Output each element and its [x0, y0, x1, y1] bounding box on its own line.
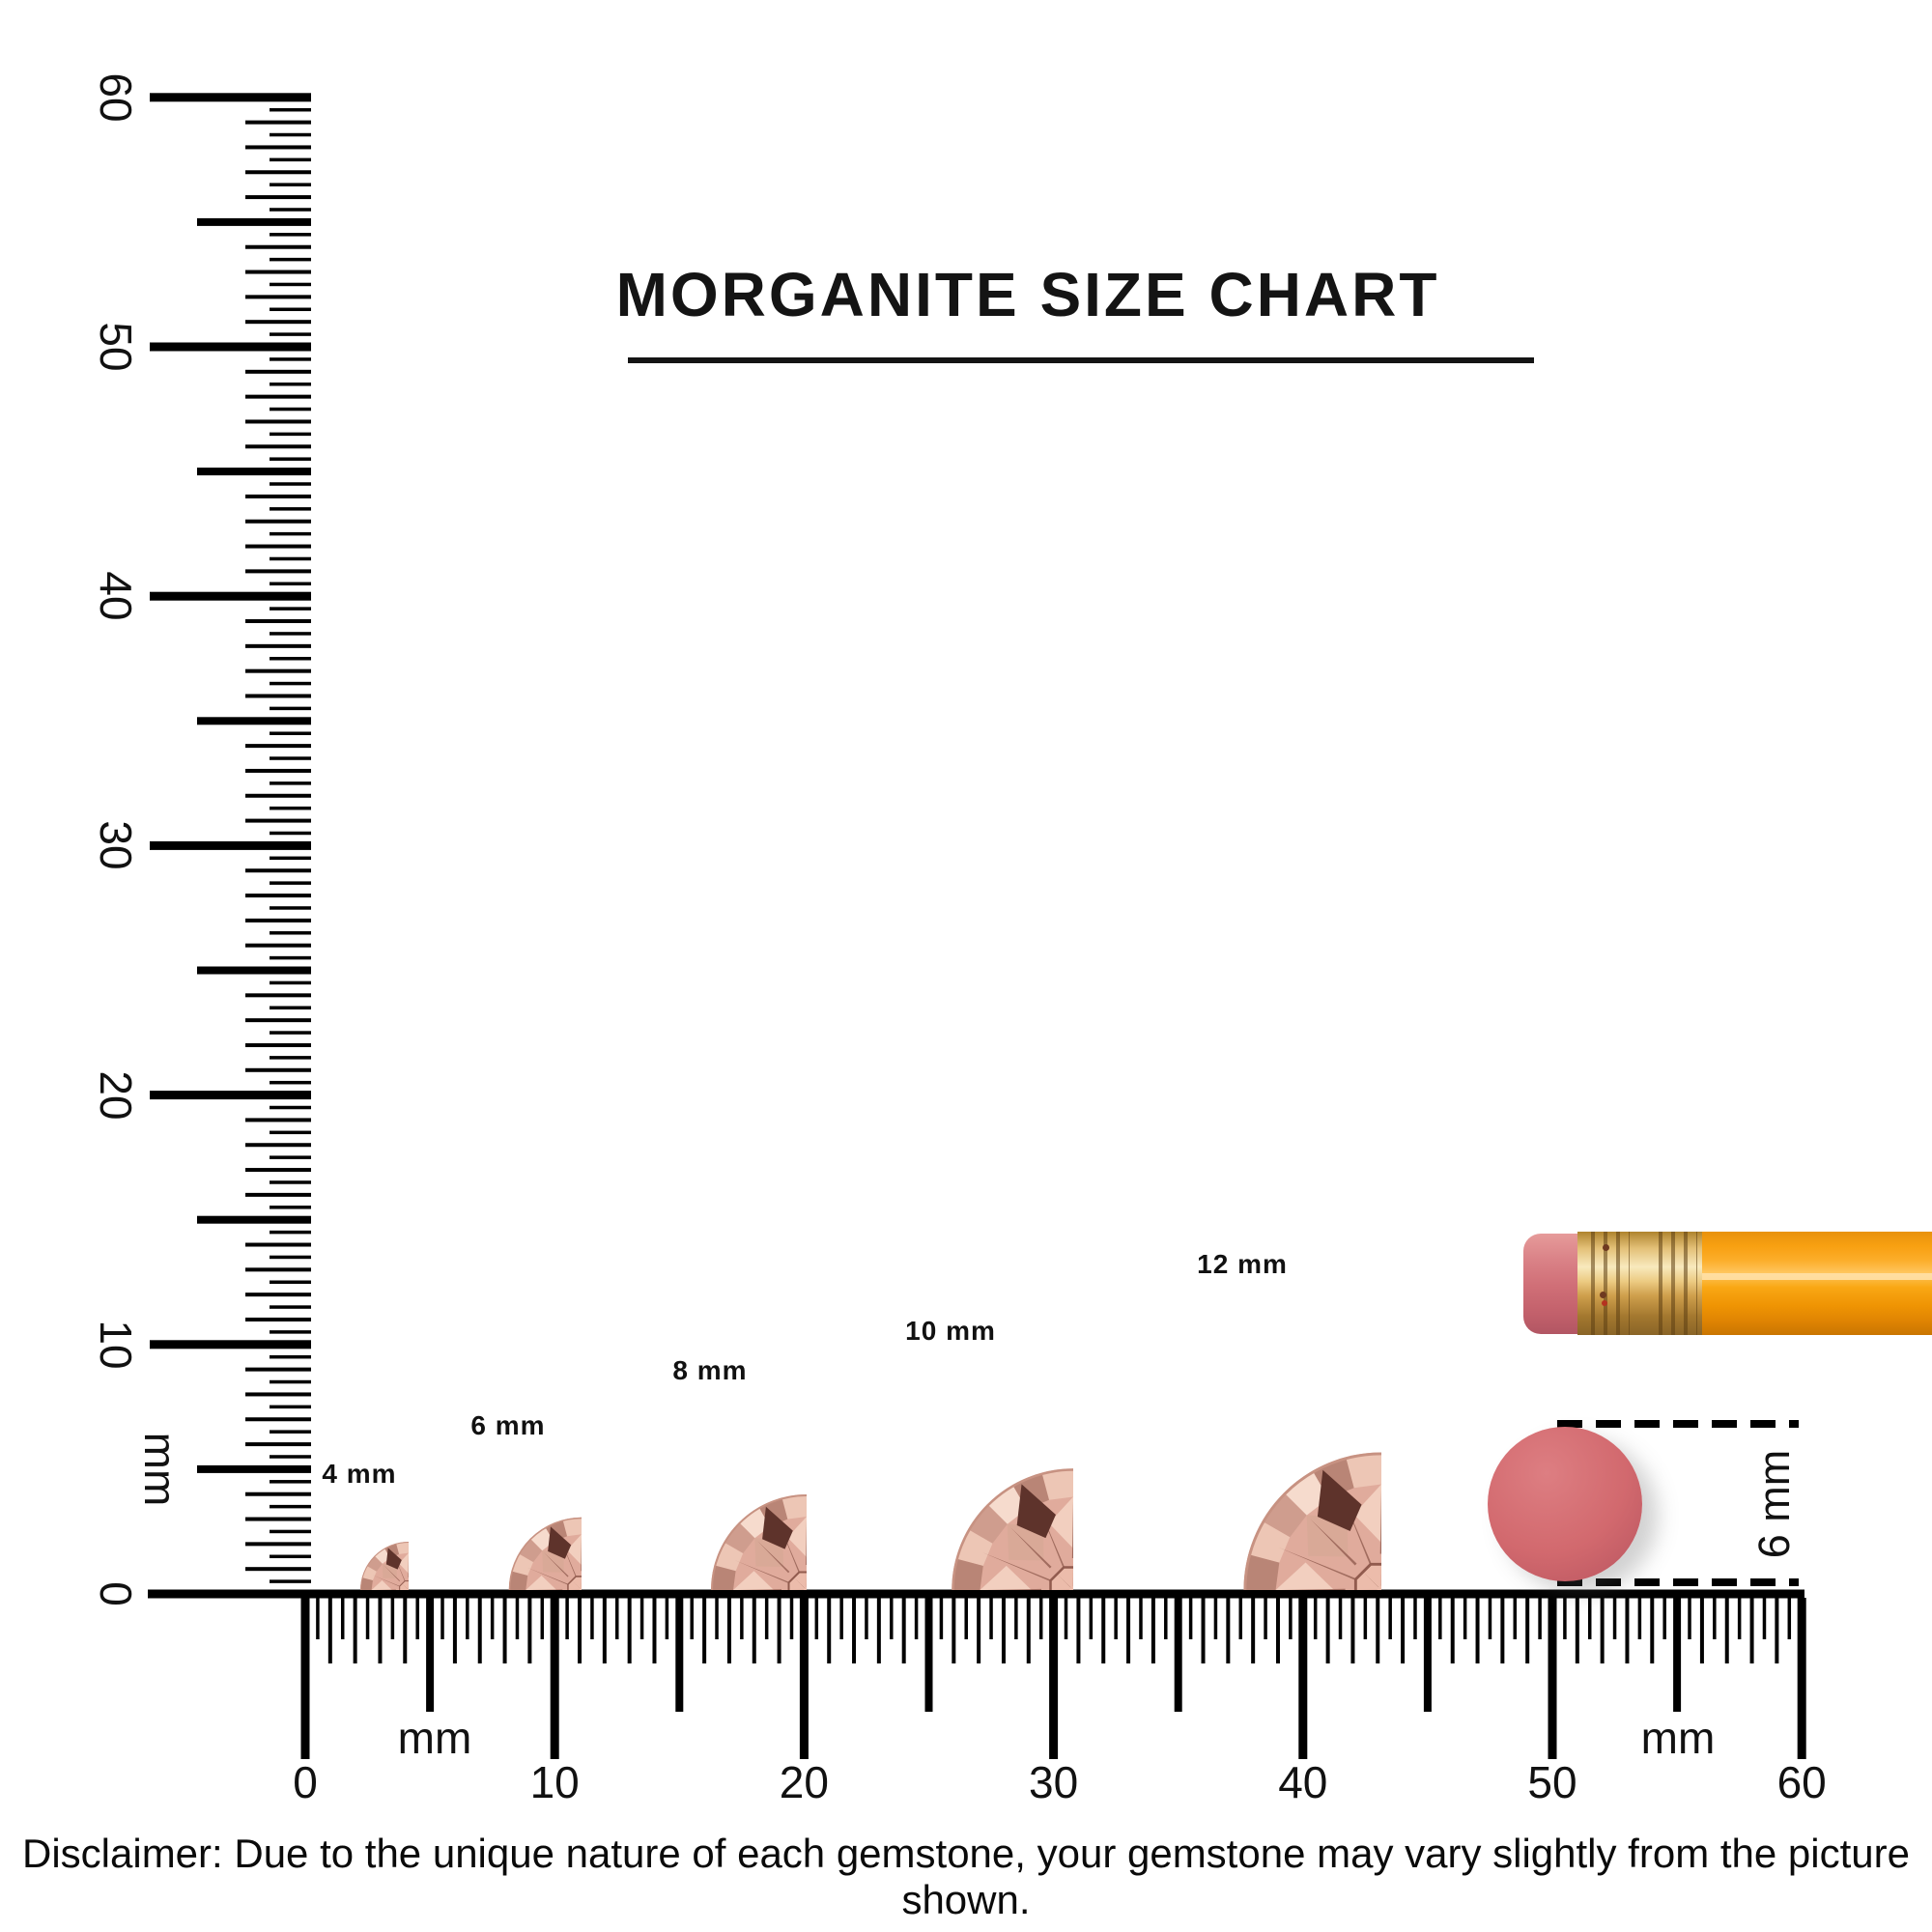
horizontal-ruler-unit-label-right: mm: [1640, 1713, 1716, 1763]
gemstone-8mm: [613, 1397, 807, 1590]
vertical-ruler-label-40: 40: [91, 571, 141, 621]
gemstone-12mm: [1103, 1312, 1381, 1590]
horizontal-ruler-label-0: 0: [293, 1757, 318, 1807]
gemstone-label-12mm: 12 mm: [1197, 1249, 1288, 1279]
ferrule-dot: [1603, 1244, 1609, 1251]
page-title: MORGANITE SIZE CHART: [0, 259, 1932, 330]
title-underline: [628, 357, 1534, 363]
vertical-ruler-label-60: 60: [91, 72, 141, 123]
annotation-6mm-label: 6 mm: [1749, 1449, 1799, 1559]
horizontal-ruler-label-20: 20: [779, 1757, 829, 1807]
vertical-ruler-unit-label: mm: [135, 1432, 185, 1507]
pencil-ferrule: [1577, 1232, 1703, 1335]
horizontal-ruler-label-50: 50: [1527, 1757, 1577, 1807]
gemstone-label-8mm: 8 mm: [672, 1355, 748, 1385]
vertical-ruler-label-0: 0: [91, 1581, 141, 1606]
horizontal-ruler-label-40: 40: [1278, 1757, 1328, 1807]
dashed-line-top: [1557, 1420, 1799, 1428]
horizontal-ruler-label-30: 30: [1029, 1757, 1079, 1807]
gemstone-label-6mm: 6 mm: [470, 1410, 546, 1440]
horizontal-ruler-label-60: 60: [1776, 1757, 1827, 1807]
vertical-ruler-label-10: 10: [91, 1320, 141, 1370]
gemstone-10mm: [828, 1345, 1073, 1590]
horizontal-ruler-unit-label-left: mm: [397, 1713, 472, 1763]
vertical-ruler-label-30: 30: [91, 820, 141, 870]
dashed-line-bottom: [1557, 1578, 1799, 1586]
gemstone-label-10mm: 10 mm: [905, 1316, 996, 1346]
gemstone-label-4mm: 4 mm: [322, 1459, 397, 1489]
page-title-text: MORGANITE SIZE CHART: [615, 260, 1440, 329]
ferrule-dot: [1600, 1292, 1606, 1298]
vertical-ruler-label-20: 20: [91, 1070, 141, 1121]
ferrule-crimp-left: [1591, 1232, 1630, 1335]
gemstone-4mm: [311, 1492, 409, 1590]
eraser-end-dot: [1488, 1427, 1642, 1581]
pencil-body-highlight: [1702, 1273, 1932, 1280]
ferrule-crimp-right: [1659, 1232, 1697, 1335]
horizontal-ruler-label-10: 10: [529, 1757, 580, 1807]
pencil-body: [1702, 1232, 1932, 1335]
disclaimer-text: Disclaimer: Due to the unique nature of …: [22, 1831, 1910, 1922]
vertical-ruler-label-50: 50: [91, 322, 141, 372]
gemstone-6mm: [435, 1443, 582, 1590]
ferrule-red-dot: [1602, 1300, 1607, 1306]
pencil-eraser: [1523, 1234, 1578, 1334]
